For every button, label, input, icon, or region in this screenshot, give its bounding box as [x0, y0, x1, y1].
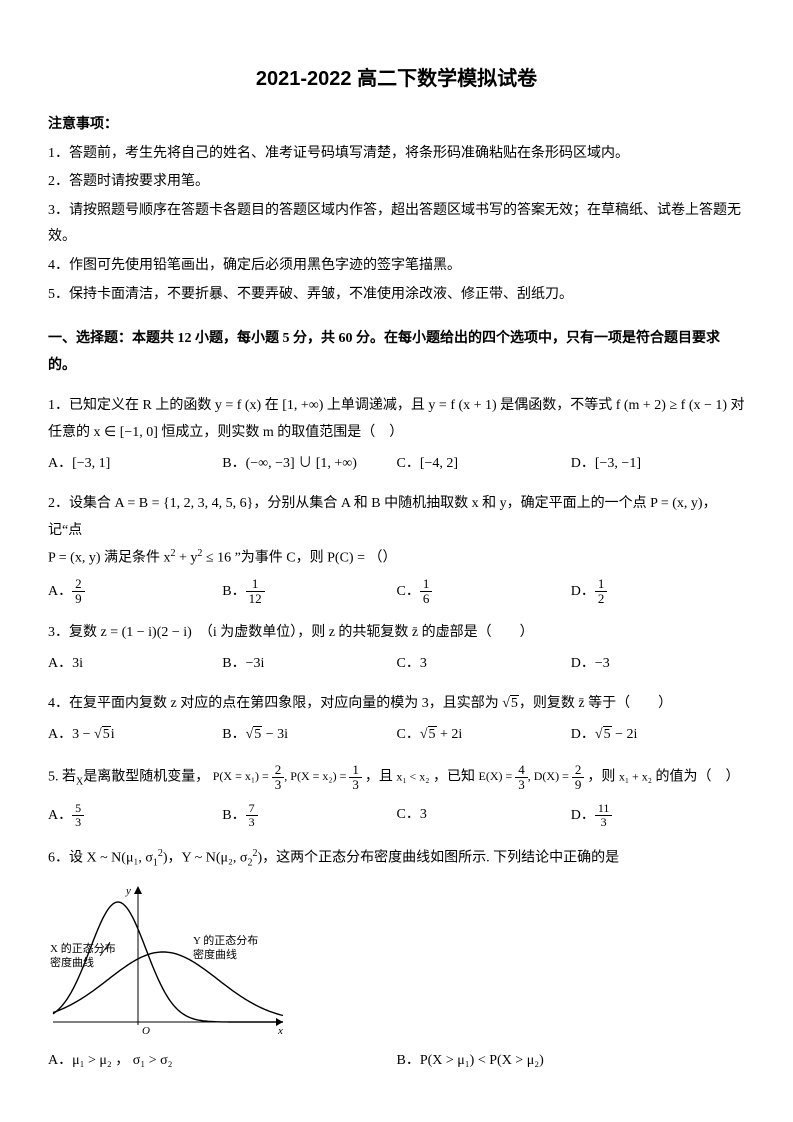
- q6-option-b: B．P(X > μ₁) < P(X > μ₂): [397, 1048, 746, 1075]
- section-1-header: 一、选择题：本题共 12 小题，每小题 5 分，共 60 分。在每小题给出的四个…: [48, 326, 745, 379]
- q3-stem: 3．复数 z = (1 − i)(2 − i) （i 为虚数单位），则 z 的共…: [48, 620, 745, 647]
- instructions-header: 注意事项：: [48, 112, 745, 139]
- question-1: 1．已知定义在 R 上的函数 y = f (x) 在 [1, +∞) 上单调递减…: [48, 393, 745, 477]
- q6-option-a: A．μ₁ > μ₂ ， σ₁ > σ₂: [48, 1048, 397, 1075]
- q4-option-b: B．5 − 3i: [222, 722, 396, 749]
- q3-option-d: D．−3: [571, 651, 745, 678]
- q1-stem-line2: 任意的 x ∈ [−1, 0] 恒成立，则实数 m 的取值范围是（ ）: [48, 420, 745, 447]
- svg-text:密度曲线: 密度曲线: [50, 955, 94, 969]
- q4-option-a: A．3 − 5i: [48, 722, 222, 749]
- q5-option-a: A．53: [48, 802, 222, 830]
- instruction-2: 2．答题时请按要求用笔。: [48, 169, 745, 196]
- question-3: 3．复数 z = (1 − i)(2 − i) （i 为虚数单位），则 z 的共…: [48, 620, 745, 677]
- instruction-4: 4．作图可先使用铅笔画出，确定后必须用黑色字迹的签字笔描黑。: [48, 253, 745, 280]
- q4-stem: 4．在复平面内复数 z 对应的点在第四象限，对应向量的模为 3，且实部为 5，则…: [48, 691, 745, 718]
- q5-stem: 5. 若X是离散型随机变量， P(X = x₁) = 23, P(X = x₂)…: [48, 763, 745, 793]
- q2-option-b: B．112: [222, 577, 396, 607]
- q3-option-a: A．3i: [48, 651, 222, 678]
- q2-stem-line2: P = (x, y) 满足条件 x2 + y2 ≤ 16 ”为事件 C，则 P(…: [48, 544, 745, 572]
- q2-option-a: A．29: [48, 577, 222, 607]
- q1-option-a: A．[−3, 1]: [48, 451, 222, 478]
- instruction-1: 1．答题前，考生先将自己的姓名、准考证号码填写清楚，将条形码准确粘贴在条形码区域…: [48, 141, 745, 168]
- q2-option-d: D．12: [571, 577, 745, 607]
- svg-text:O: O: [142, 1025, 150, 1037]
- q6-stem: 6．设 X ~ N(μ₁, σ12)，Y ~ N(μ₂, σ22)，这两个正态分…: [48, 844, 745, 872]
- page-title: 2021-2022 高二下数学模拟试卷: [48, 60, 745, 98]
- q5-option-d: D．113: [571, 802, 745, 830]
- svg-text:y: y: [125, 885, 131, 897]
- q4-option-c: C．5 + 2i: [397, 722, 571, 749]
- q5-option-b: B．73: [222, 802, 396, 830]
- q1-option-d: D．[−3, −1]: [571, 451, 745, 478]
- instruction-3: 3．请按照题号顺序在答题卡各题目的答题区域内作答，超出答题区域书写的答案无效；在…: [48, 198, 745, 251]
- q3-option-c: C．3: [397, 651, 571, 678]
- q2-option-c: C．16: [397, 577, 571, 607]
- question-2: 2．设集合 A = B = {1, 2, 3, 4, 5, 6}，分别从集合 A…: [48, 491, 745, 606]
- svg-text:Y 的正态分布: Y 的正态分布: [193, 933, 258, 947]
- q2-stem-line1: 2．设集合 A = B = {1, 2, 3, 4, 5, 6}，分别从集合 A…: [48, 491, 745, 544]
- q6-figure: OyxX 的正态分布密度曲线Y 的正态分布密度曲线: [48, 882, 745, 1042]
- q4-option-d: D．5 − 2i: [571, 722, 745, 749]
- q5-option-c: C．3: [397, 802, 571, 830]
- question-6: 6．设 X ~ N(μ₁, σ12)，Y ~ N(μ₂, σ22)，这两个正态分…: [48, 844, 745, 1075]
- q1-option-c: C．[−4, 2]: [397, 451, 571, 478]
- q1-stem-line1: 1．已知定义在 R 上的函数 y = f (x) 在 [1, +∞) 上单调递减…: [48, 393, 745, 420]
- question-5: 5. 若X是离散型随机变量， P(X = x₁) = 23, P(X = x₂)…: [48, 763, 745, 830]
- q1-option-b: B．(−∞, −3] ∪ [1, +∞): [222, 451, 396, 478]
- question-4: 4．在复平面内复数 z 对应的点在第四象限，对应向量的模为 3，且实部为 5，则…: [48, 691, 745, 748]
- svg-text:密度曲线: 密度曲线: [193, 947, 237, 961]
- q3-option-b: B．−3i: [222, 651, 396, 678]
- svg-text:x: x: [277, 1025, 283, 1037]
- instruction-5: 5．保持卡面清洁，不要折暴、不要弄破、弄皱，不准使用涂改液、修正带、刮纸刀。: [48, 282, 745, 309]
